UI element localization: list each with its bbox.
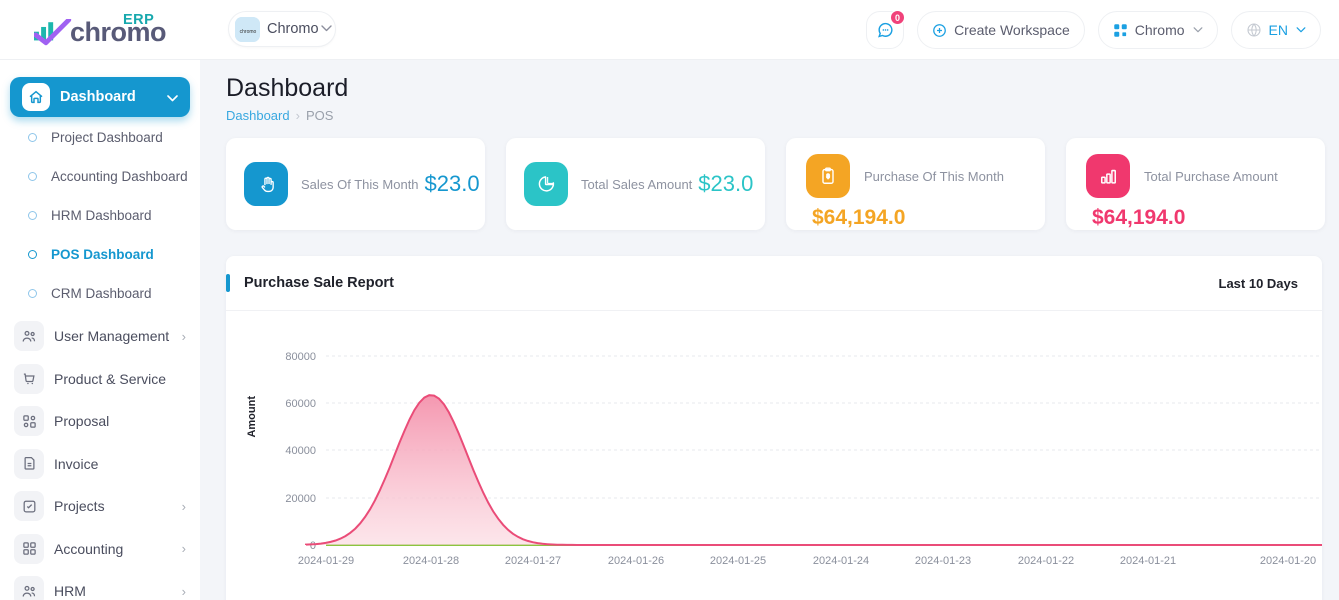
svg-text:2024-01-25: 2024-01-25 xyxy=(710,555,766,567)
svg-text:chromo: chromo xyxy=(240,29,257,35)
svg-text:2024-01-24: 2024-01-24 xyxy=(813,555,869,567)
svg-text:2024-01-28: 2024-01-28 xyxy=(403,555,459,567)
svg-text:60000: 60000 xyxy=(285,398,316,410)
svg-text:20000: 20000 xyxy=(285,493,316,505)
svg-text:2024-01-29: 2024-01-29 xyxy=(298,555,354,567)
svg-text:2024-01-21: 2024-01-21 xyxy=(1120,555,1176,567)
svg-text:2024-01-20: 2024-01-20 xyxy=(1260,555,1316,567)
svg-text:0: 0 xyxy=(310,540,316,552)
svg-text:80000: 80000 xyxy=(285,351,316,363)
svg-text:$: $ xyxy=(827,174,830,180)
svg-text:2024-01-23: 2024-01-23 xyxy=(915,555,971,567)
svg-text:2024-01-22: 2024-01-22 xyxy=(1018,555,1074,567)
svg-text:40000: 40000 xyxy=(285,445,316,457)
svg-text:2024-01-27: 2024-01-27 xyxy=(505,555,561,567)
svg-text:2024-01-26: 2024-01-26 xyxy=(608,555,664,567)
